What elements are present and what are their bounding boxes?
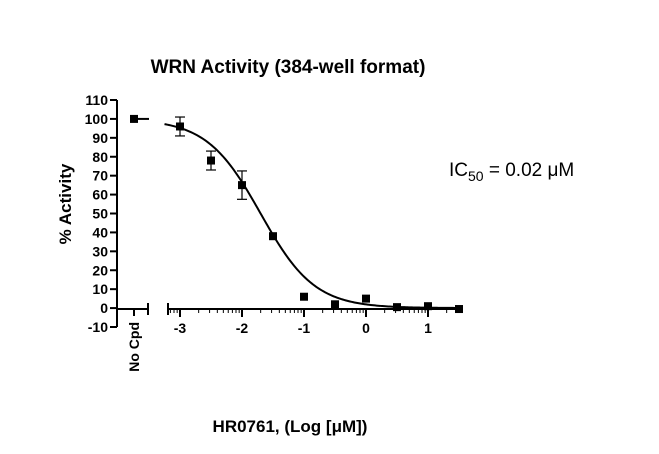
y-tick-label: 30 [92, 243, 108, 259]
ic50-subscript: 50 [468, 168, 484, 184]
ic50-prefix: IC [449, 160, 468, 181]
y-tick-label: 80 [92, 149, 108, 165]
control-group [130, 114, 149, 123]
y-tick-label: 10 [92, 281, 108, 297]
data-point [393, 303, 401, 312]
x-tick-label: -1 [298, 320, 311, 336]
data-point [362, 294, 370, 303]
data-point [238, 181, 246, 190]
x-tick-label: 1 [424, 320, 432, 336]
data-point [331, 300, 339, 309]
data-point [207, 156, 215, 165]
y-tick-label: -10 [88, 319, 108, 335]
y-tick-label: 60 [92, 187, 108, 203]
data-point [455, 305, 463, 314]
y-tick-label: 20 [92, 262, 108, 278]
y-tick-label: 40 [92, 224, 108, 240]
ic50-value: = 0.02 μM [484, 160, 575, 181]
control-label: No Cpd [126, 322, 142, 372]
x-axis-label: HR0761, (Log [μM]) [213, 417, 368, 436]
y-tick-label: 90 [92, 130, 108, 146]
y-tick-label: 110 [85, 92, 108, 108]
data-points [175, 116, 463, 314]
y-tick-label: 50 [92, 206, 108, 222]
x-axis: -3 -2 -1 0 1 No Cpd [117, 303, 462, 372]
fit-curve [164, 123, 459, 309]
ic50-annotation: IC50 = 0.02 μM [449, 160, 574, 184]
chart-title: WRN Activity (384-well format) [151, 57, 426, 78]
x-tick-label: -3 [174, 320, 187, 336]
y-tick-label: 0 [100, 300, 108, 316]
y-axis-label: % Activity [56, 163, 75, 244]
data-point [300, 292, 308, 301]
x-tick-label: 0 [362, 320, 370, 336]
data-point [269, 232, 277, 241]
data-point [176, 122, 184, 131]
y-tick-label: 100 [85, 111, 109, 127]
control-point [130, 114, 138, 123]
y-tick-label: 70 [92, 168, 108, 184]
x-tick-label: -2 [236, 320, 249, 336]
data-point [424, 302, 432, 311]
